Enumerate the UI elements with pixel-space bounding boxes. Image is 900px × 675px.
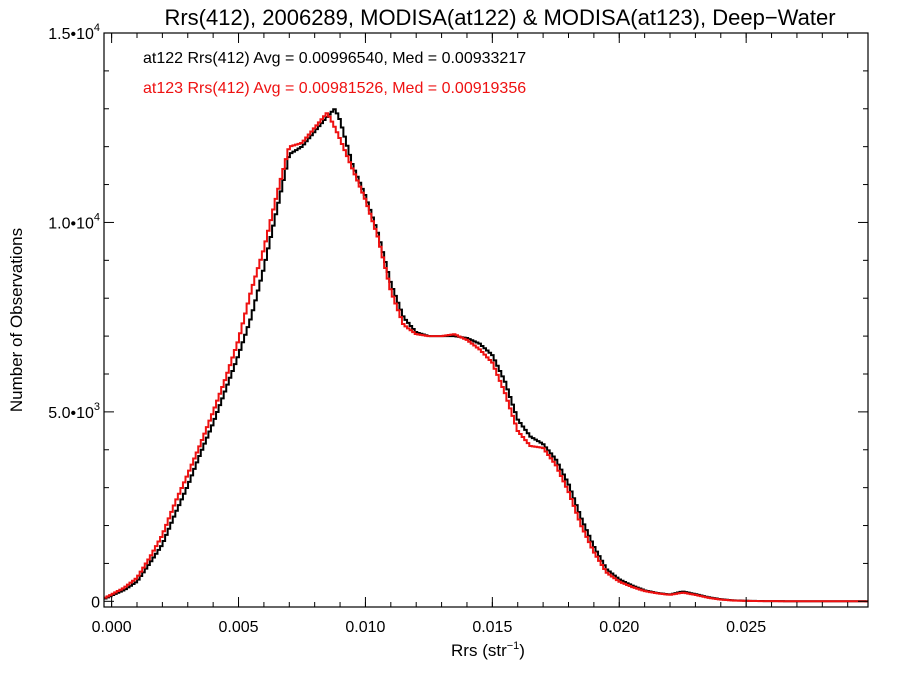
x-tick-label-4: 0.020 (599, 619, 639, 636)
stats-annotation-0: at122 Rrs(412) Avg = 0.00996540, Med = 0… (143, 50, 526, 67)
x-tick-label-2: 0.010 (345, 619, 385, 636)
y-tick-label-0: 0 (91, 594, 100, 611)
stats-annotation-1: at123 Rrs(412) Avg = 0.00981526, Med = 0… (143, 80, 526, 97)
y-axis-label: Number of Observations (7, 228, 26, 412)
plot-frame (103, 32, 869, 608)
y-tick-label-1: 5.0•103 (48, 401, 100, 422)
x-tick-label-5: 0.025 (726, 619, 766, 636)
x-axis-label-main: Rrs (str (451, 641, 507, 660)
y-tick-label-2: 1.0•104 (48, 211, 100, 232)
x-axis: 0.000 0.005 0.010 0.015 0.020 0.025 (92, 33, 849, 636)
x-tick-label-1: 0.005 (219, 619, 259, 636)
x-axis-label: Rrs (str−1) (451, 640, 525, 660)
y-axis: 0 5.0•103 1.0•104 1.5•104 (48, 22, 868, 611)
annotation-group: at122 Rrs(412) Avg = 0.00996540, Med = 0… (143, 50, 526, 97)
series-layer (104, 108, 868, 603)
x-tick-label-3: 0.015 (472, 619, 512, 636)
x-tick-label-0: 0.000 (92, 619, 132, 636)
x-axis-label-close: ) (519, 641, 525, 660)
x-axis-label-superscript: −1 (507, 640, 520, 652)
chart-title: Rrs(412), 2006289, MODISA(at122) & MODIS… (164, 5, 835, 30)
series-line-1 (104, 112, 868, 603)
y-tick-label-3: 1.5•104 (48, 22, 100, 43)
